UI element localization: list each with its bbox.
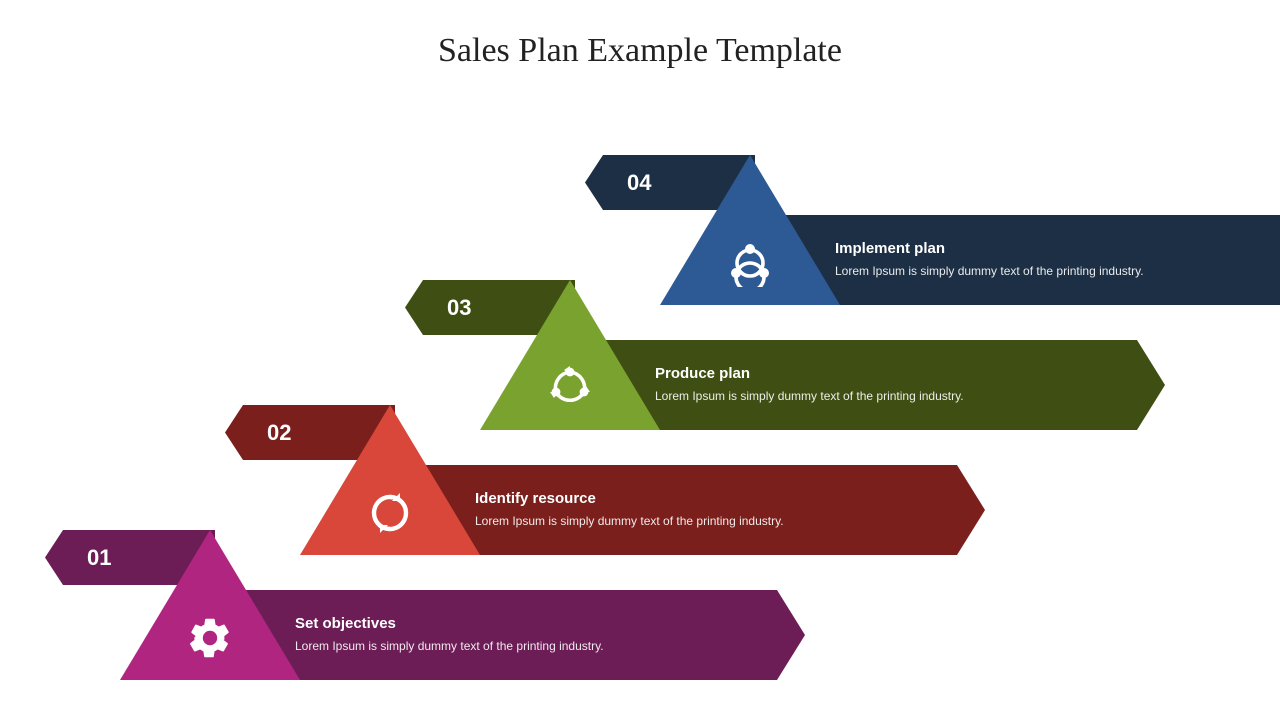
step-heading: Set objectives	[295, 615, 755, 632]
step-body: Lorem Ipsum is simply dummy text of the …	[655, 388, 1115, 405]
step-body: Lorem Ipsum is simply dummy text of the …	[835, 263, 1280, 280]
share-icon	[700, 233, 800, 293]
slide-title: Sales Plan Example Template	[0, 32, 1280, 70]
step-body: Lorem Ipsum is simply dummy text of the …	[295, 638, 755, 655]
cycle-icon	[340, 483, 440, 543]
step-body: Lorem Ipsum is simply dummy text of the …	[475, 513, 935, 530]
step-heading: Produce plan	[655, 365, 1115, 382]
step-heading: Identify resource	[475, 490, 935, 507]
gear-icon	[160, 608, 260, 668]
step-heading: Implement plan	[835, 240, 1280, 257]
cycle-dots-icon	[520, 358, 620, 418]
